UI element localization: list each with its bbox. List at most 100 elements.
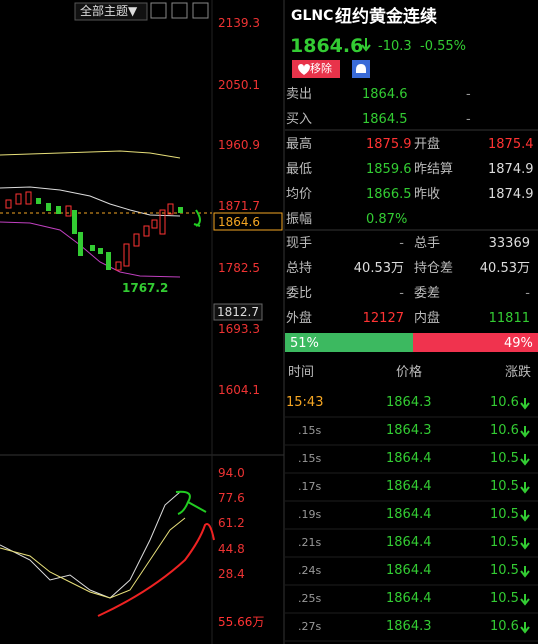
price-axis-label: 1960.9: [218, 138, 260, 152]
trades-header: 价格: [396, 365, 423, 380]
stat-label: 持仓差: [414, 261, 454, 276]
trade-price: 1864.3: [386, 423, 432, 438]
down-arrow: [520, 398, 530, 410]
trade-price: 1864.4: [386, 591, 432, 606]
lower-band: [0, 221, 181, 278]
stat-value: 12127: [362, 311, 404, 326]
row-value: 1864.5: [362, 112, 408, 127]
trade-time: .17s: [298, 480, 322, 493]
annotation: [193, 209, 201, 227]
stat-label: 昨结算: [414, 162, 454, 177]
price-axis-label: 2050.1: [218, 78, 260, 92]
indicator-axis-label: 94.0: [218, 466, 245, 480]
trade-time: .24s: [298, 564, 322, 577]
annotation: [97, 523, 215, 617]
stat-value: 11811: [488, 311, 530, 326]
trades-header: 涨跌: [505, 365, 532, 380]
instrument-name: 纽约黄金连续: [335, 7, 437, 27]
change-pct: -0.55%: [420, 39, 466, 54]
theme-button[interactable]: [74, 2, 148, 21]
stat-label: 最低: [286, 162, 313, 177]
indicator-axis-label: 44.8: [218, 542, 245, 556]
trade-change: 10.5: [490, 535, 519, 550]
last-price-tag: [213, 212, 283, 231]
trade-change: 10.5: [490, 507, 519, 522]
down-arrow: [520, 538, 530, 550]
stat-value: -: [399, 236, 404, 251]
trade-change: 10.6: [490, 619, 519, 634]
stat-label: 最高: [286, 137, 313, 152]
icon-button[interactable]: [192, 2, 209, 19]
icon-button[interactable]: [171, 2, 188, 19]
trade-time: .25s: [298, 592, 322, 605]
stat-value: 40.53万: [353, 261, 404, 276]
price-axis-label: 1604.1: [218, 383, 260, 397]
theme-label[interactable]: 全部主题▼: [80, 4, 138, 18]
trade-price: 1864.4: [386, 535, 432, 550]
trade-change: 10.6: [490, 395, 519, 410]
row-extra: -: [466, 112, 471, 127]
sell-ratio: 49%: [504, 336, 533, 351]
price-axis-label: 1693.3: [218, 322, 260, 336]
trade-price: 1864.4: [386, 451, 432, 466]
stat-value: -: [525, 286, 530, 301]
trade-price: 1864.3: [386, 395, 432, 410]
d-line: [0, 517, 186, 599]
icon-button[interactable]: [150, 2, 167, 19]
trade-time: .15s: [298, 452, 322, 465]
down-arrow: [361, 38, 371, 52]
stat-label: 委差: [414, 286, 441, 301]
mid-band: [0, 186, 181, 217]
trade-time: .27s: [298, 620, 322, 633]
low-label: 1767.2: [122, 281, 169, 295]
trade-change: 10.5: [490, 479, 519, 494]
k-line: [0, 491, 181, 599]
heart-icon: [298, 64, 310, 75]
price-axis-label: 1782.5: [218, 261, 260, 275]
trade-price: 1864.4: [386, 563, 432, 578]
sell-ratio-bar: [413, 333, 538, 352]
stat-value: -: [399, 286, 404, 301]
change: -10.3: [378, 39, 412, 54]
stat-value: 1874.9: [488, 162, 534, 177]
trade-change: 10.5: [490, 563, 519, 578]
stat-label: 总手: [414, 236, 441, 251]
price-axis-label: 1871.7: [218, 199, 260, 213]
price-axis-label: 2139.3: [218, 16, 260, 30]
trade-change: 10.6: [490, 423, 519, 438]
remove-label[interactable]: 移除: [310, 62, 332, 75]
down-arrow: [520, 482, 530, 494]
stat-label: 开盘: [414, 137, 441, 152]
trade-time: .21s: [298, 536, 322, 549]
stat-label: 总持: [286, 261, 313, 276]
down-arrow: [520, 510, 530, 522]
symbol: GLNC: [291, 8, 334, 24]
stat-value: 40.53万: [479, 261, 530, 276]
stat-label: 内盘: [414, 311, 441, 326]
bell-icon: [356, 64, 366, 73]
indicator-axis-label: 28.4: [218, 567, 245, 581]
trade-price: 1864.3: [386, 619, 432, 634]
stat-label: 均价: [286, 187, 313, 202]
trade-time: .15s: [298, 424, 322, 437]
down-arrow: [520, 594, 530, 606]
stat-label: 委比: [286, 286, 313, 301]
indicator-axis-label: 77.6: [218, 491, 245, 505]
stat-value: 33369: [488, 236, 530, 251]
cursor-tag-text: 1812.7: [217, 305, 259, 319]
down-arrow: [520, 426, 530, 438]
stat-value: 1875.4: [488, 137, 534, 152]
stat-label: 振幅: [286, 212, 313, 227]
trade-price: 1864.4: [386, 479, 432, 494]
indicator-axis-label: 61.2: [218, 516, 245, 530]
stat-value: 0.87%: [366, 212, 408, 227]
down-arrow: [520, 566, 530, 578]
stat-label: 昨收: [414, 187, 441, 202]
row-value: 1864.6: [362, 87, 408, 102]
row-label: 卖出: [286, 87, 313, 102]
trade-time: .19s: [298, 508, 322, 521]
stat-value: 1875.9: [366, 137, 412, 152]
stat-label: 外盘: [286, 311, 313, 326]
